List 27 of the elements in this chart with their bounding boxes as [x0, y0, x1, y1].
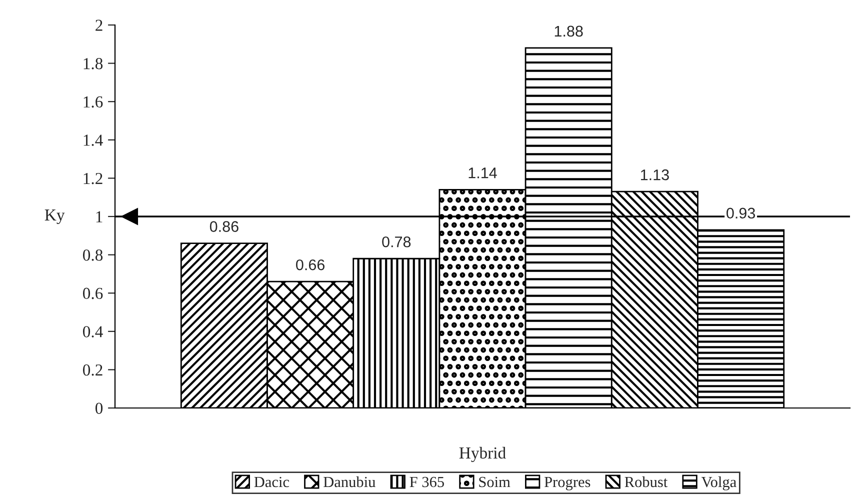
data-label: 1.14	[468, 168, 497, 178]
y-tick-label: 1.2	[84, 172, 102, 184]
y-tick-label: 2	[96, 20, 102, 31]
y-tick-label: 0.4	[82, 326, 103, 338]
legend-label: F 365	[410, 476, 444, 488]
data-label: 1.13	[641, 169, 669, 180]
legend-label: Danubiu	[324, 476, 376, 488]
y-tick-label: 0.8	[82, 250, 103, 261]
data-label: 0.78	[382, 236, 411, 248]
legend-label: Soim	[479, 476, 510, 488]
y-axis-title: Ky	[44, 210, 65, 224]
y-tick-label: 1	[96, 211, 102, 222]
data-label: 1.88	[554, 26, 583, 37]
y-tick-label: 1.8	[84, 58, 103, 70]
data-label: 0.93	[726, 208, 755, 219]
y-tick-label: 0	[95, 402, 103, 414]
y-tick-label: 0.2	[82, 364, 102, 376]
y-tick-label: 1.4	[84, 134, 103, 146]
legend-label: Robust	[624, 476, 668, 488]
x-axis-title: Hybrid	[459, 446, 506, 462]
y-tick-label: 1.6	[84, 96, 103, 108]
legend-label: Progres	[544, 477, 590, 490]
legend-label: Volga	[701, 476, 736, 490]
y-tick-label: 0.6	[82, 288, 103, 300]
data-label: 0.86	[210, 221, 238, 232]
data-label: 0.66	[296, 259, 324, 270]
legend-label: Dacic	[254, 476, 290, 488]
